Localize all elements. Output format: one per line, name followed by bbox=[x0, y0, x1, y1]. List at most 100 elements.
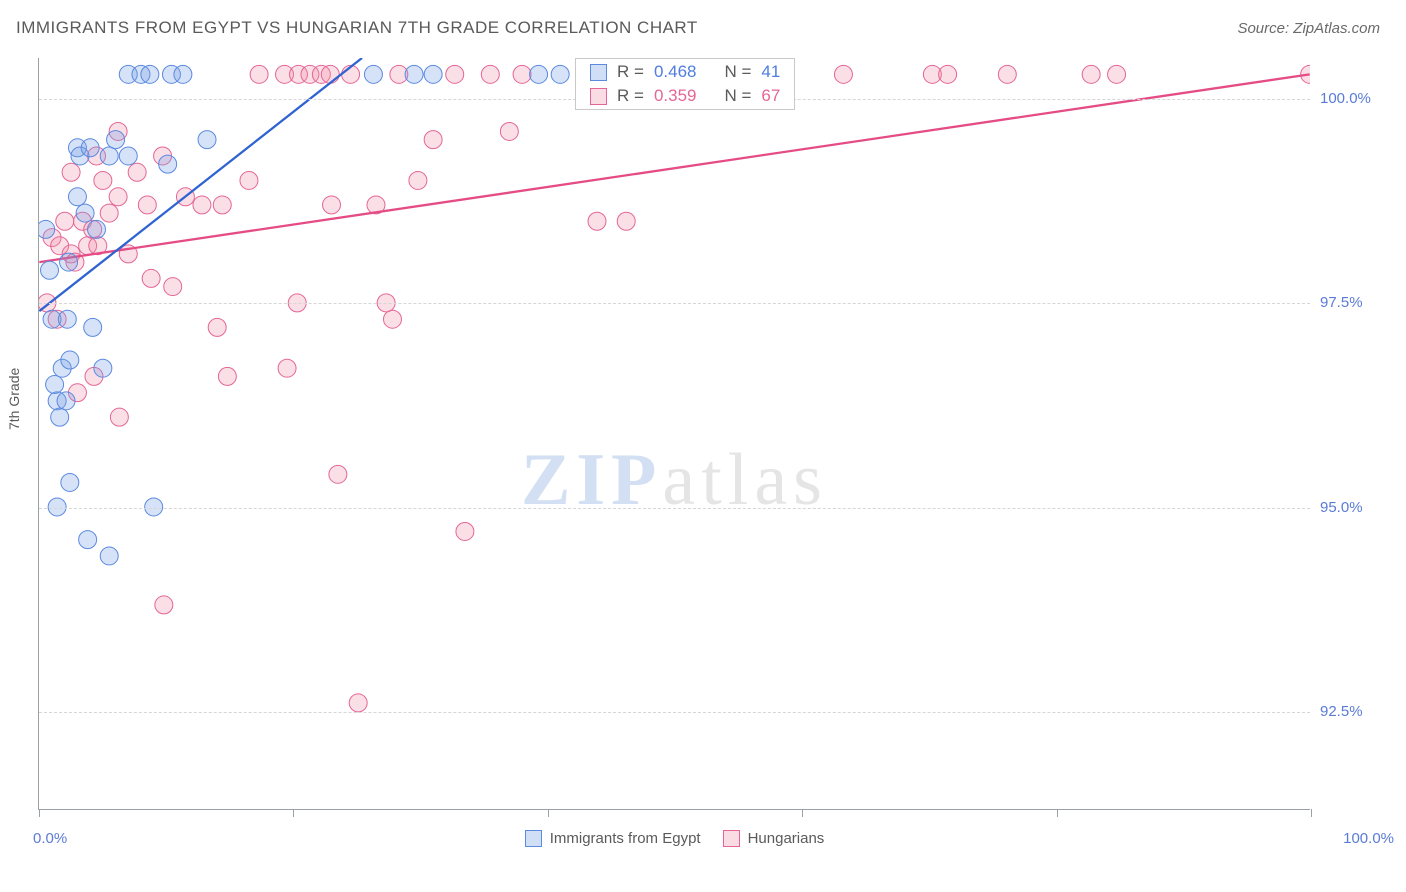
stats-r-blue: 0.468 bbox=[654, 62, 697, 82]
stats-r-pink: 0.359 bbox=[654, 86, 697, 106]
data-point-pink bbox=[588, 212, 606, 230]
data-point-blue bbox=[141, 65, 159, 83]
data-point-pink bbox=[456, 522, 474, 540]
data-point-pink bbox=[500, 122, 518, 140]
legend-swatch-pink bbox=[723, 830, 740, 847]
data-point-pink bbox=[142, 269, 160, 287]
data-point-pink bbox=[193, 196, 211, 214]
data-point-blue bbox=[46, 376, 64, 394]
data-point-pink bbox=[100, 204, 118, 222]
data-point-pink bbox=[939, 65, 957, 83]
data-point-pink bbox=[409, 171, 427, 189]
gridline bbox=[39, 303, 1310, 304]
data-point-blue bbox=[100, 547, 118, 565]
data-point-blue bbox=[57, 392, 75, 410]
stats-n-label: N = bbox=[724, 62, 751, 82]
data-point-blue bbox=[61, 473, 79, 491]
data-point-pink bbox=[240, 171, 258, 189]
stats-swatch-blue bbox=[590, 64, 607, 81]
stats-swatch-pink bbox=[590, 88, 607, 105]
x-tick bbox=[39, 809, 40, 817]
data-point-blue bbox=[174, 65, 192, 83]
data-point-pink bbox=[128, 163, 146, 181]
bottom-legend: Immigrants from Egypt Hungarians bbox=[39, 830, 1310, 847]
data-point-pink bbox=[1082, 65, 1100, 83]
data-point-blue bbox=[159, 155, 177, 173]
stats-row-blue: R = 0.468 N = 41 bbox=[576, 60, 794, 84]
legend-item-blue: Immigrants from Egypt bbox=[525, 830, 701, 847]
x-tick bbox=[1057, 809, 1058, 817]
chart-title: IMMIGRANTS FROM EGYPT VS HUNGARIAN 7TH G… bbox=[16, 18, 698, 38]
data-point-pink bbox=[218, 367, 236, 385]
data-point-blue bbox=[530, 65, 548, 83]
data-point-pink bbox=[321, 65, 339, 83]
data-point-blue bbox=[68, 188, 86, 206]
data-point-pink bbox=[617, 212, 635, 230]
data-point-pink bbox=[109, 188, 127, 206]
data-point-blue bbox=[41, 261, 59, 279]
data-point-pink bbox=[164, 278, 182, 296]
y-tick-label: 95.0% bbox=[1320, 499, 1394, 516]
stats-row-pink: R = 0.359 N = 67 bbox=[576, 84, 794, 108]
data-point-blue bbox=[60, 253, 78, 271]
data-point-blue bbox=[58, 310, 76, 328]
x-tick bbox=[1311, 809, 1312, 817]
legend-label-pink: Hungarians bbox=[748, 830, 825, 847]
data-point-blue bbox=[119, 147, 137, 165]
data-point-blue bbox=[94, 359, 112, 377]
data-point-blue bbox=[81, 139, 99, 157]
legend-swatch-blue bbox=[525, 830, 542, 847]
plot-svg bbox=[39, 58, 1310, 809]
data-point-pink bbox=[513, 65, 531, 83]
stats-n-label-2: N = bbox=[724, 86, 751, 106]
data-point-blue bbox=[364, 65, 382, 83]
x-tick bbox=[293, 809, 294, 817]
data-point-blue bbox=[79, 531, 97, 549]
data-point-blue bbox=[424, 65, 442, 83]
x-tick bbox=[548, 809, 549, 817]
stats-r-label-2: R = bbox=[617, 86, 644, 106]
gridline bbox=[39, 508, 1310, 509]
data-point-pink bbox=[834, 65, 852, 83]
gridline bbox=[39, 712, 1310, 713]
source-attribution: Source: ZipAtlas.com bbox=[1237, 20, 1380, 37]
data-point-pink bbox=[56, 212, 74, 230]
stats-n-pink: 67 bbox=[761, 86, 780, 106]
data-point-blue bbox=[61, 351, 79, 369]
data-point-pink bbox=[323, 196, 341, 214]
data-point-pink bbox=[329, 465, 347, 483]
data-point-pink bbox=[349, 694, 367, 712]
data-point-pink bbox=[384, 310, 402, 328]
data-point-pink bbox=[94, 171, 112, 189]
data-point-pink bbox=[424, 131, 442, 149]
data-point-pink bbox=[481, 65, 499, 83]
data-point-pink bbox=[278, 359, 296, 377]
stats-legend-box: R = 0.468 N = 41 R = 0.359 N = 67 bbox=[575, 58, 795, 110]
data-point-blue bbox=[551, 65, 569, 83]
data-point-pink bbox=[110, 408, 128, 426]
data-point-blue bbox=[198, 131, 216, 149]
plot-area: ZIPatlas R = 0.468 N = 41 R = 0.359 N = … bbox=[38, 58, 1310, 810]
data-point-pink bbox=[155, 596, 173, 614]
data-point-blue bbox=[405, 65, 423, 83]
data-point-blue bbox=[84, 318, 102, 336]
data-point-pink bbox=[446, 65, 464, 83]
data-point-blue bbox=[76, 204, 94, 222]
x-axis-max-label: 100.0% bbox=[1320, 830, 1394, 847]
data-point-pink bbox=[208, 318, 226, 336]
data-point-pink bbox=[250, 65, 268, 83]
data-point-pink bbox=[998, 65, 1016, 83]
data-point-blue bbox=[39, 220, 55, 238]
y-tick-label: 97.5% bbox=[1320, 294, 1394, 311]
data-point-pink bbox=[1108, 65, 1126, 83]
trend-line-blue bbox=[39, 58, 362, 311]
data-point-blue bbox=[100, 147, 118, 165]
legend-item-pink: Hungarians bbox=[723, 830, 825, 847]
y-axis-label: 7th Grade bbox=[6, 368, 22, 430]
x-tick bbox=[802, 809, 803, 817]
data-point-pink bbox=[62, 163, 80, 181]
y-tick-label: 92.5% bbox=[1320, 703, 1394, 720]
data-point-pink bbox=[213, 196, 231, 214]
data-point-blue bbox=[88, 220, 106, 238]
legend-label-blue: Immigrants from Egypt bbox=[550, 830, 701, 847]
